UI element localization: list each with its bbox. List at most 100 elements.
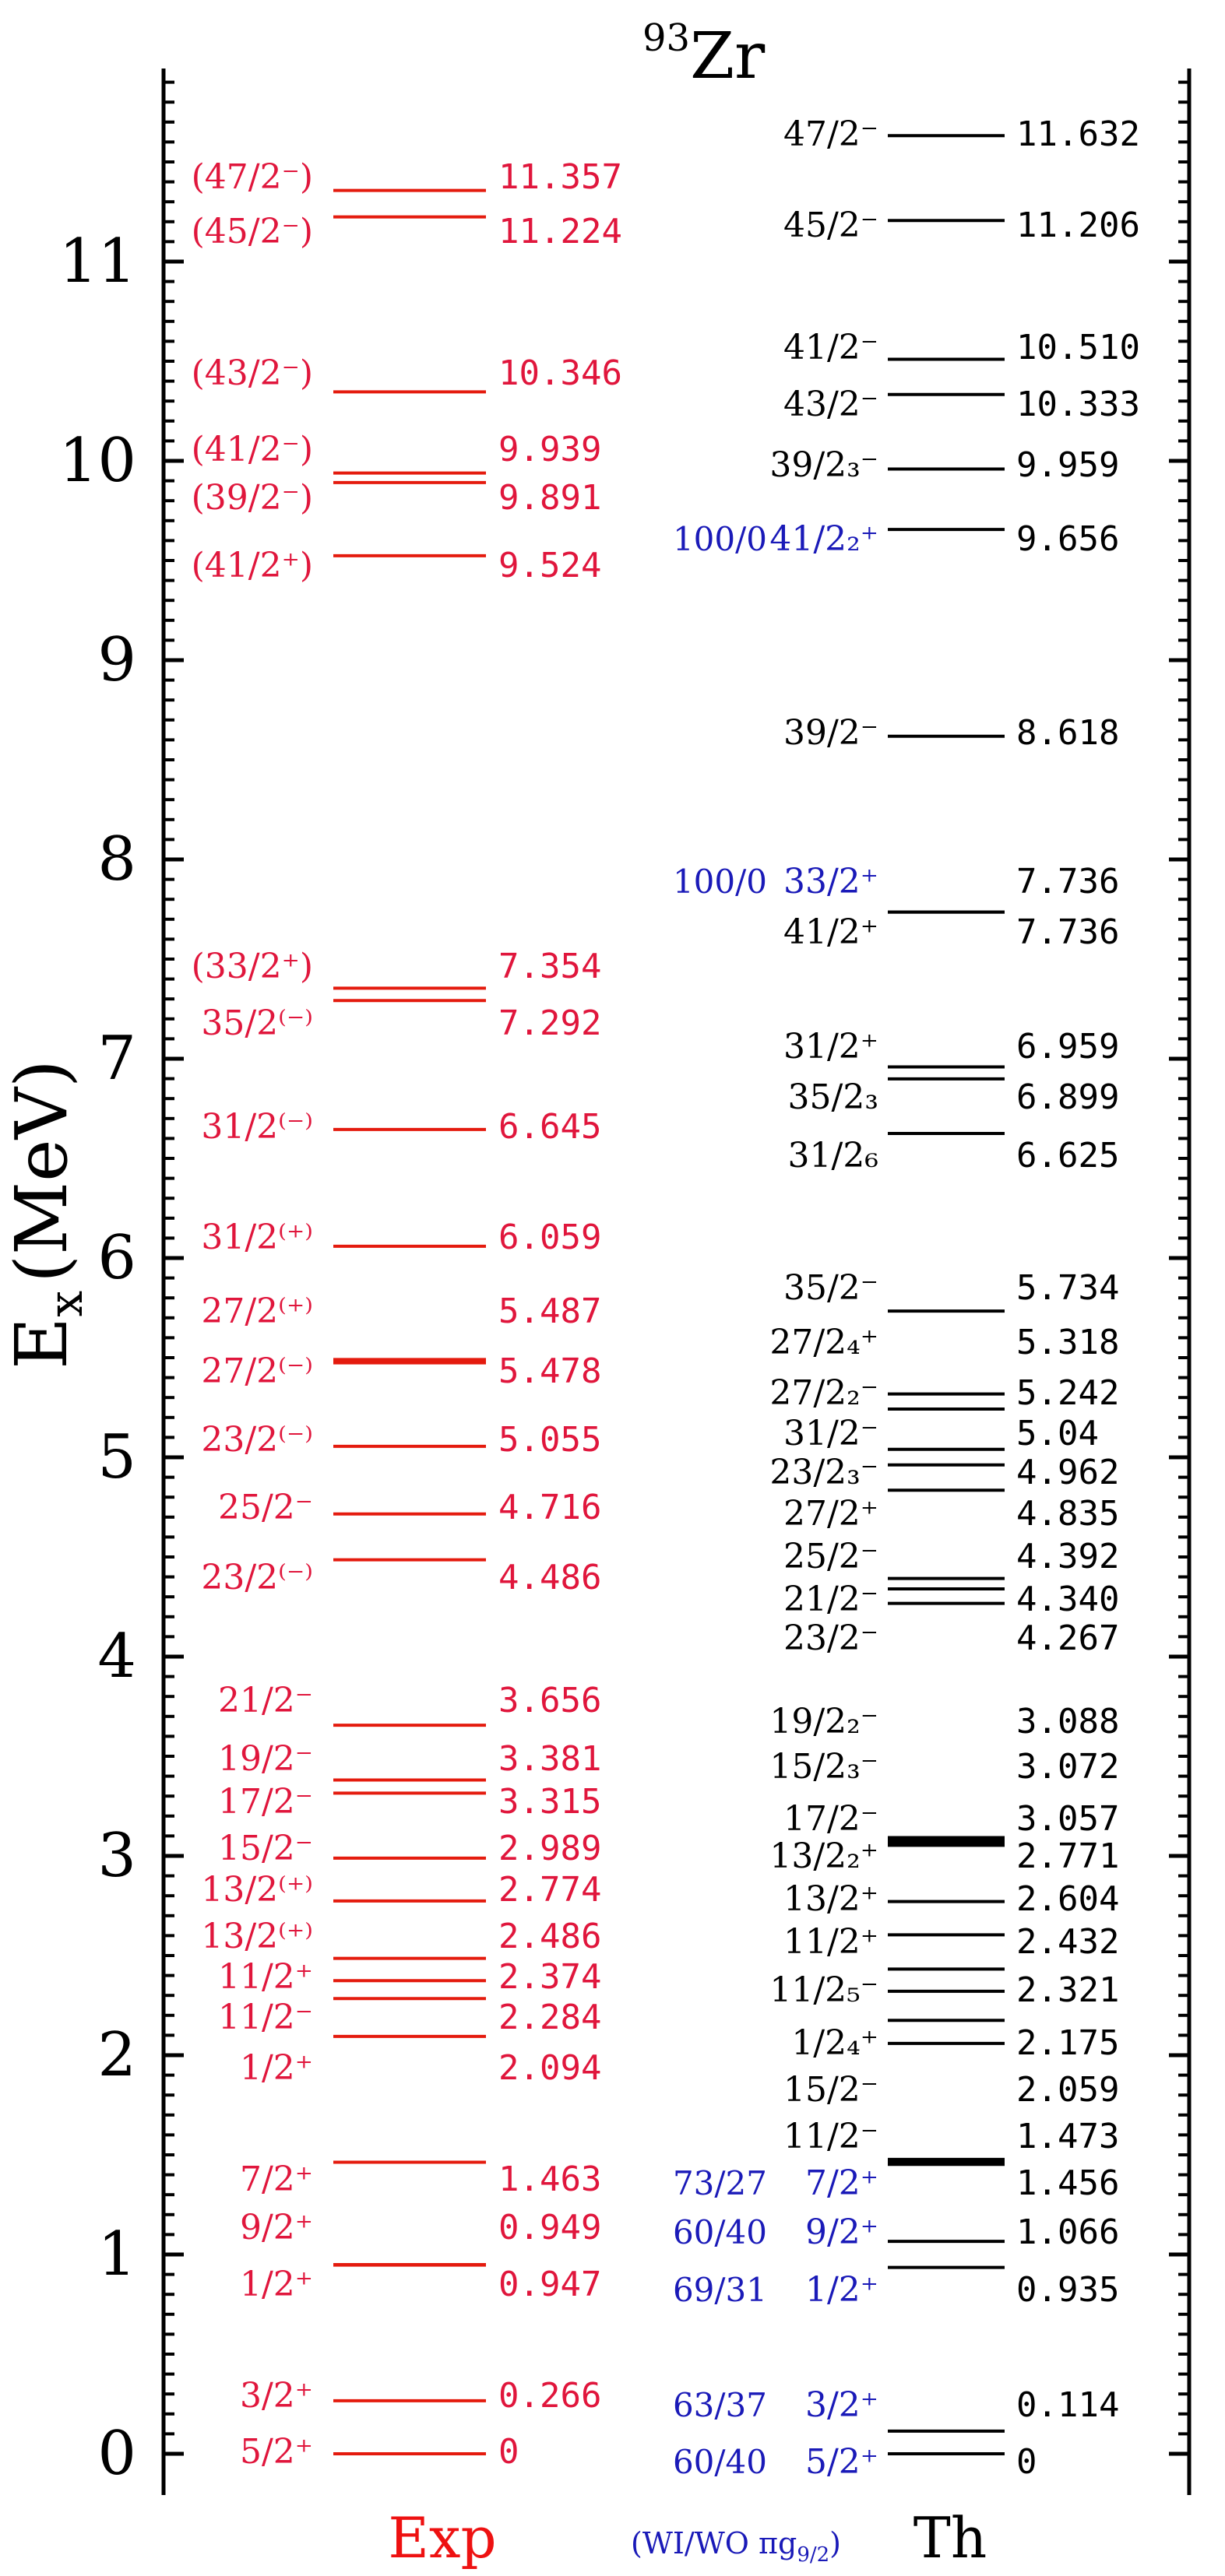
th-energy-label: 4.835 [1016,1494,1119,1534]
th-energy-label: 1.456 [1016,2163,1119,2203]
th-spin-label: 43/2⁻ [783,385,878,424]
th-spin-label: 1/2₄⁺ [791,2023,878,2063]
exp-energy-label: 7.354 [498,947,601,986]
th-energy-label: 5.04 [1016,1414,1099,1453]
th-spin-label: 27/2₄⁺ [769,1323,878,1362]
th-energy-label: 7.736 [1016,862,1119,901]
th-spin-label: 35/2₃ [788,1077,878,1117]
exp-energy-label: 5.478 [498,1351,601,1391]
exp-spin-label: 23/2⁽⁻⁾ [201,1420,313,1460]
th-spin-label: 19/2₂⁻ [769,1702,878,1741]
th-spin-label: 1/2⁺ [805,2270,878,2310]
th-spin-label: 9/2⁺ [805,2212,878,2252]
title-element: Zr [690,19,766,93]
nucleus-title: 93Zr [642,16,766,93]
th-energy-label: 3.072 [1016,1747,1119,1787]
th-spin-label: 27/2₂⁻ [769,1373,878,1413]
th-energy-label: 4.340 [1016,1580,1119,1619]
exp-energy-label: 2.374 [498,1957,601,1997]
th-energy-label: 7.736 [1016,912,1119,952]
th-spin-label: 17/2⁻ [783,1799,878,1839]
th-spin-label: 41/2⁺ [783,912,878,952]
title-mass-number: 93 [642,16,690,60]
th-energy-label: 1.473 [1016,2117,1119,2156]
th-energy-label: 10.510 [1016,328,1140,367]
th-energy-label: 11.632 [1016,114,1140,154]
th-energy-label: 3.088 [1016,1702,1119,1741]
th-energy-label: 4.267 [1016,1618,1119,1658]
exp-spin-label: 17/2⁻ [218,1782,313,1822]
exp-spin-label: 35/2⁽⁻⁾ [201,1003,313,1043]
exp-spin-label: 25/2⁻ [218,1488,313,1527]
exp-energy-label: 2.284 [498,1998,601,2037]
th-energy-label: 11.206 [1016,206,1140,245]
exp-energy-label: 3.656 [498,1681,601,1720]
y-tick-label: 7 [97,1024,136,1094]
exp-energy-label: 2.989 [498,1829,601,1868]
th-spin-label: 13/2⁺ [783,1879,878,1919]
exp-spin-label: 21/2⁻ [218,1681,313,1720]
th-spin-label: 31/2⁺ [783,1027,878,1067]
y-axis-label-main: E [0,1317,83,1369]
y-axis-label-subscript: x [39,1291,93,1317]
exp-energy-label: 0.266 [498,2376,601,2416]
th-energy-label: 2.059 [1016,2070,1119,2110]
exp-spin-label: 13/2⁽⁺⁾ [201,1917,313,1956]
y-tick-label: 8 [97,824,136,894]
exp-spin-label: 7/2⁺ [240,2160,313,2199]
th-spin-label: 45/2⁻ [783,206,878,245]
exp-spin-label: 27/2⁽⁺⁾ [201,1292,313,1331]
th-level-lines [888,134,1005,2455]
th-spin-label: 33/2⁺ [783,862,878,901]
th-spin-label: 15/2₃⁻ [769,1747,878,1787]
y-tick-label: 6 [97,1223,136,1293]
exp-spin-label: 3/2⁺ [240,2376,313,2416]
th-energy-label: 4.962 [1016,1453,1119,1492]
legend-label-main: (WI/WO πg [631,2526,797,2560]
exp-energy-label: 9.939 [498,430,601,469]
wi-wo-ratio-label: 69/31 [673,2271,767,2309]
right-axis-ticks [1169,80,1189,2456]
th-energy-label: 1.066 [1016,2212,1119,2252]
exp-spin-label: 23/2⁽⁻⁾ [201,1558,313,1597]
wi-wo-ratio-label: 60/40 [673,2213,767,2251]
wi-wo-ratio-label: 73/27 [673,2164,767,2202]
y-tick-label: 2 [97,2020,136,2090]
th-spin-label: 47/2⁻ [783,114,878,154]
th-column-label: Th [913,2505,987,2571]
th-spin-label: 41/2₂⁺ [769,519,878,559]
exp-spin-label: 11/2⁺ [218,1957,313,1997]
exp-energy-label: 6.059 [498,1218,601,1257]
exp-spin-label: (33/2⁺) [192,947,313,986]
th-level-labels: 5/2⁺ 0 60/40 3/2⁺ 0.114 63/37 1/2⁺ 0.935 69/31 9/… [673,114,1140,2482]
y-tick-label: 5 [97,1422,136,1492]
wi-wo-ratio-label: 60/40 [673,2443,767,2481]
exp-spin-label: (41/2⁺) [192,546,313,585]
th-energy-label: 2.771 [1016,1836,1119,1876]
exp-spin-label: 11/2⁻ [218,1998,313,2037]
y-tick-label: 3 [97,1821,136,1891]
th-energy-label: 6.959 [1016,1027,1119,1067]
th-energy-label: 9.656 [1016,519,1119,559]
exp-energy-label: 10.346 [498,353,622,393]
th-energy-label: 2.321 [1016,1970,1119,2010]
exp-energy-label: 0 [498,2432,519,2472]
exp-energy-label: 1.463 [498,2160,601,2199]
y-tick-label: 1 [97,2219,136,2290]
wi-wo-ratio-label: 100/0 [673,863,767,901]
exp-energy-label: 9.524 [498,546,601,585]
exp-spin-label: 19/2⁻ [218,1739,313,1779]
th-spin-label: 5/2⁺ [805,2442,878,2482]
exp-energy-label: 3.315 [498,1782,601,1822]
legend-label-subscript: 9/2 [797,2543,829,2567]
exp-energy-label: 4.486 [498,1558,601,1597]
th-spin-label: 39/2₃⁻ [769,445,878,485]
exp-energy-label: 11.357 [498,157,622,197]
exp-spin-label: (41/2⁻) [192,430,313,469]
th-spin-label: 25/2⁻ [783,1537,878,1576]
th-energy-label: 3.057 [1016,1799,1119,1839]
th-energy-label: 2.432 [1016,1922,1119,1962]
th-spin-label: 41/2⁻ [783,328,878,367]
th-energy-label: 10.333 [1016,385,1140,424]
